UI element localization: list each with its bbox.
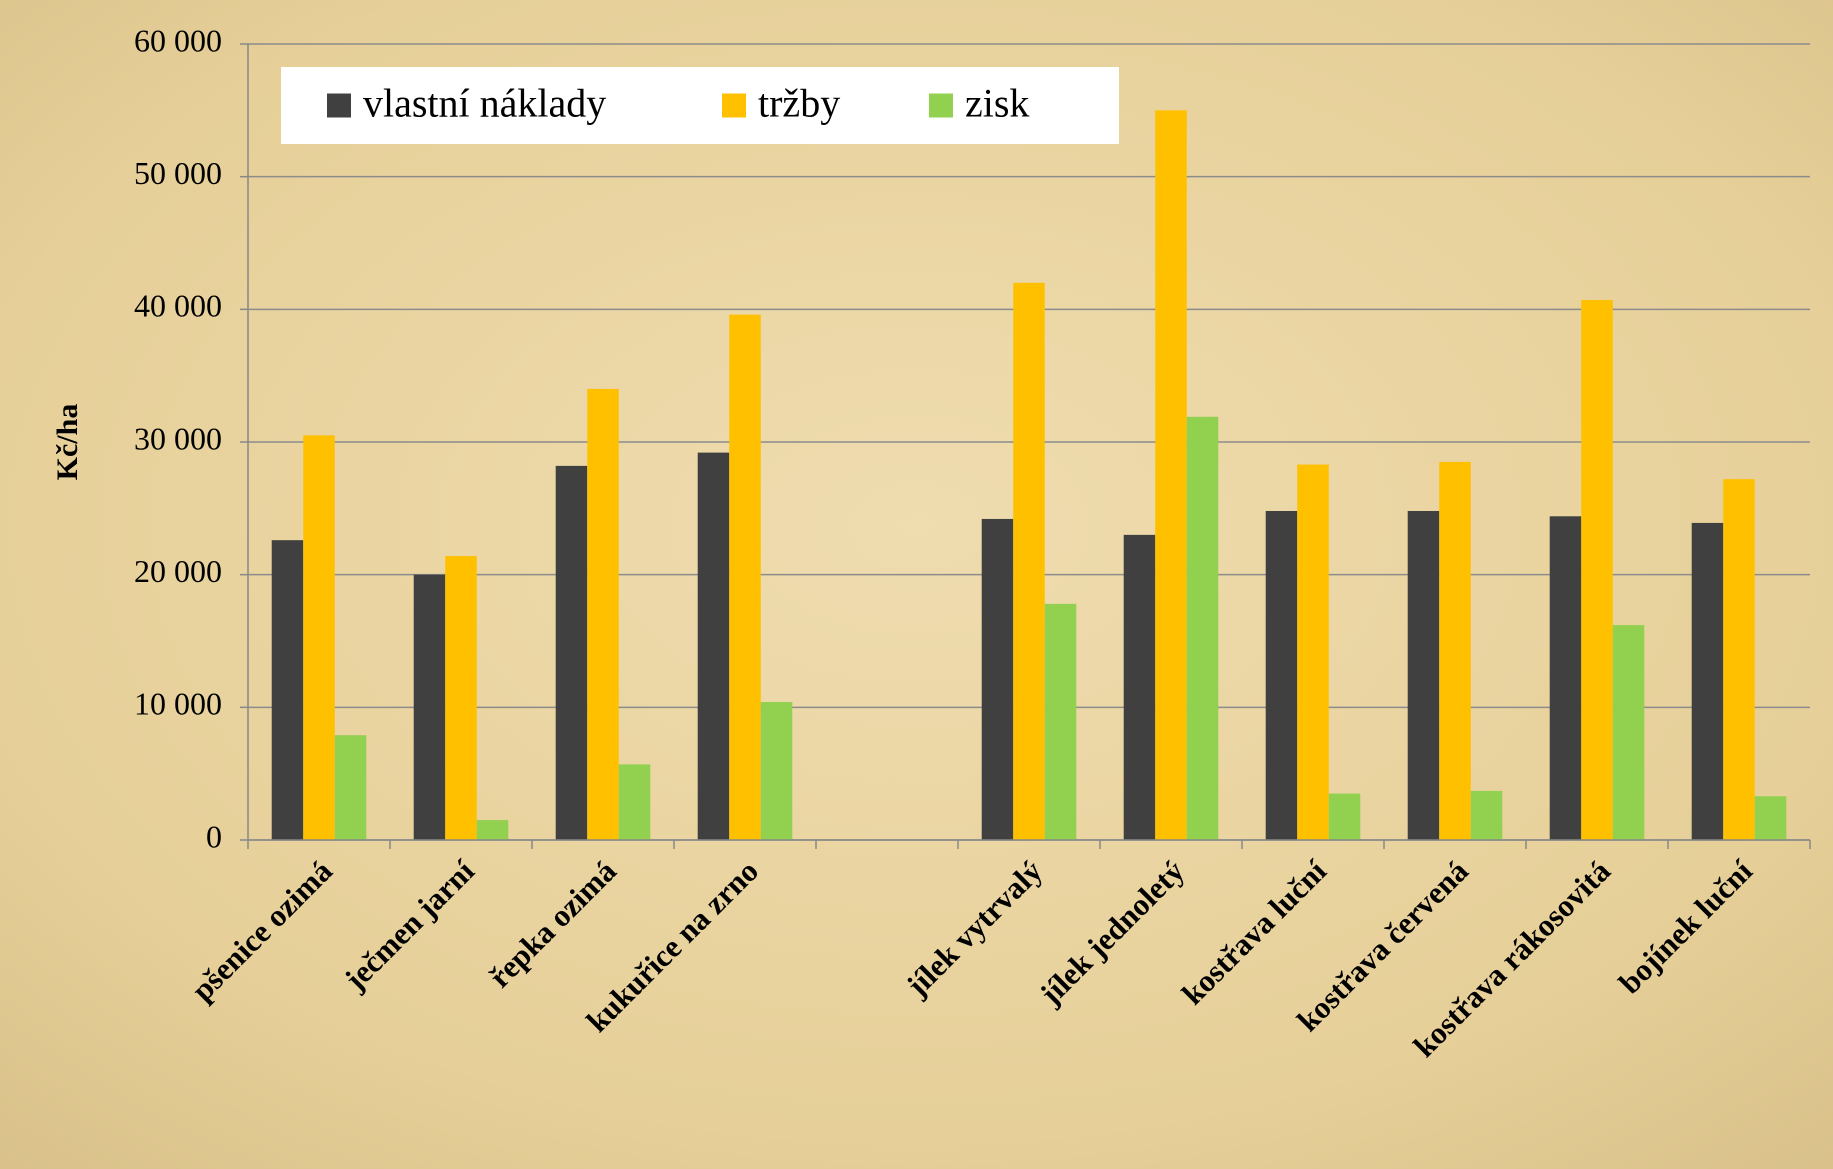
bar (1723, 479, 1755, 840)
bar (1470, 790, 1503, 840)
bar (1691, 522, 1724, 840)
bar (697, 452, 730, 840)
bar (1123, 534, 1156, 840)
bar (1612, 625, 1645, 840)
bar (760, 702, 793, 840)
bar (303, 435, 335, 840)
bar (271, 540, 304, 840)
bar (1407, 510, 1440, 840)
legend-label: vlastní náklady (363, 81, 606, 126)
legend-label: tržby (758, 81, 840, 126)
bar (1581, 300, 1613, 841)
bar (729, 314, 761, 840)
bar (1265, 510, 1298, 840)
y-tick-label: 30 000 (134, 420, 222, 456)
bar (445, 556, 477, 840)
bar (981, 518, 1014, 840)
bar (618, 764, 651, 840)
bar (1013, 282, 1045, 840)
legend-box (281, 67, 1119, 144)
y-tick-label: 40 000 (134, 288, 222, 324)
legend-swatch (929, 93, 953, 118)
bar (476, 820, 509, 840)
y-tick-label: 60 000 (134, 22, 222, 58)
y-tick-label: 20 000 (134, 553, 222, 589)
bar (587, 388, 619, 840)
bar (1044, 603, 1077, 840)
y-tick-label: 0 (206, 818, 222, 854)
bar (1439, 461, 1471, 840)
legend-label: zisk (965, 81, 1029, 126)
bar (334, 735, 367, 840)
bar (1155, 110, 1187, 841)
bar (1297, 464, 1329, 840)
bar (1328, 793, 1361, 840)
y-tick-label: 50 000 (134, 155, 222, 191)
bar (1186, 416, 1219, 840)
legend-swatch (722, 93, 746, 118)
bar (413, 574, 446, 840)
bar (1754, 796, 1787, 840)
y-axis-label: Kč/ha (51, 404, 84, 481)
y-tick-label: 10 000 (134, 686, 222, 722)
bar (1549, 516, 1582, 840)
bar (555, 465, 588, 840)
legend-swatch (327, 93, 351, 118)
